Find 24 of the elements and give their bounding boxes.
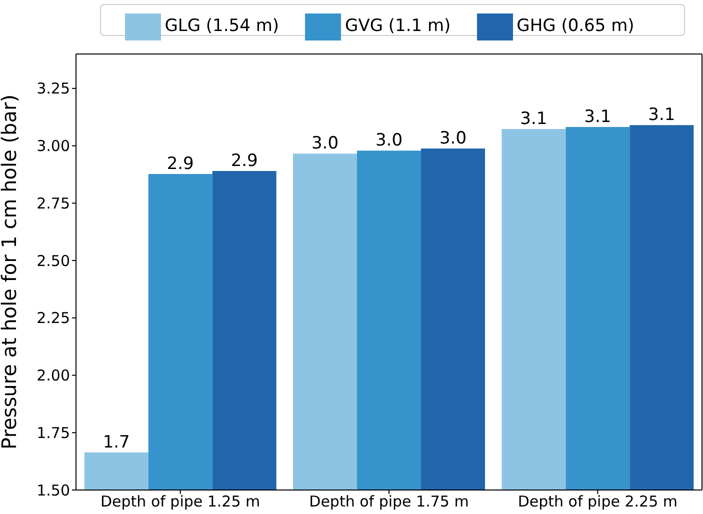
y-tick-label: 1.50 [36, 481, 70, 500]
data-label: 3.0 [439, 128, 467, 149]
data-label: 1.7 [102, 432, 130, 452]
legend-label: GLG (1.54 m) [164, 16, 280, 36]
x-tick-label: Depth of pipe 2.25 m [518, 492, 678, 511]
data-label: 3.0 [375, 130, 403, 151]
y-tick-label: 3.00 [36, 137, 70, 156]
y-tick-label: 3.25 [36, 80, 70, 98]
data-label: 3.1 [520, 109, 548, 130]
data-label: 3.1 [584, 106, 612, 127]
x-tick-label: Depth of pipe 1.75 m [309, 492, 469, 511]
legend-label: GHG (0.65 m) [516, 16, 634, 36]
data-label: 3.0 [311, 134, 339, 154]
x-tick-label: Depth of pipe 1.25 m [100, 492, 260, 511]
legend-label: GVG (1.1 m) [345, 16, 451, 36]
y-tick-label: 2.25 [36, 309, 70, 328]
y-tick-label: 2.75 [36, 194, 70, 212]
y-tick-label: 2.00 [36, 366, 70, 385]
data-label: 3.1 [648, 105, 676, 126]
y-axis-title: Pressure at hole for 1 cm hole (bar) [0, 94, 22, 450]
y-tick-label: 1.75 [36, 424, 70, 442]
y-tick-label: 2.50 [36, 252, 70, 270]
data-label: 2.9 [230, 151, 258, 172]
data-label: 2.9 [166, 154, 194, 174]
